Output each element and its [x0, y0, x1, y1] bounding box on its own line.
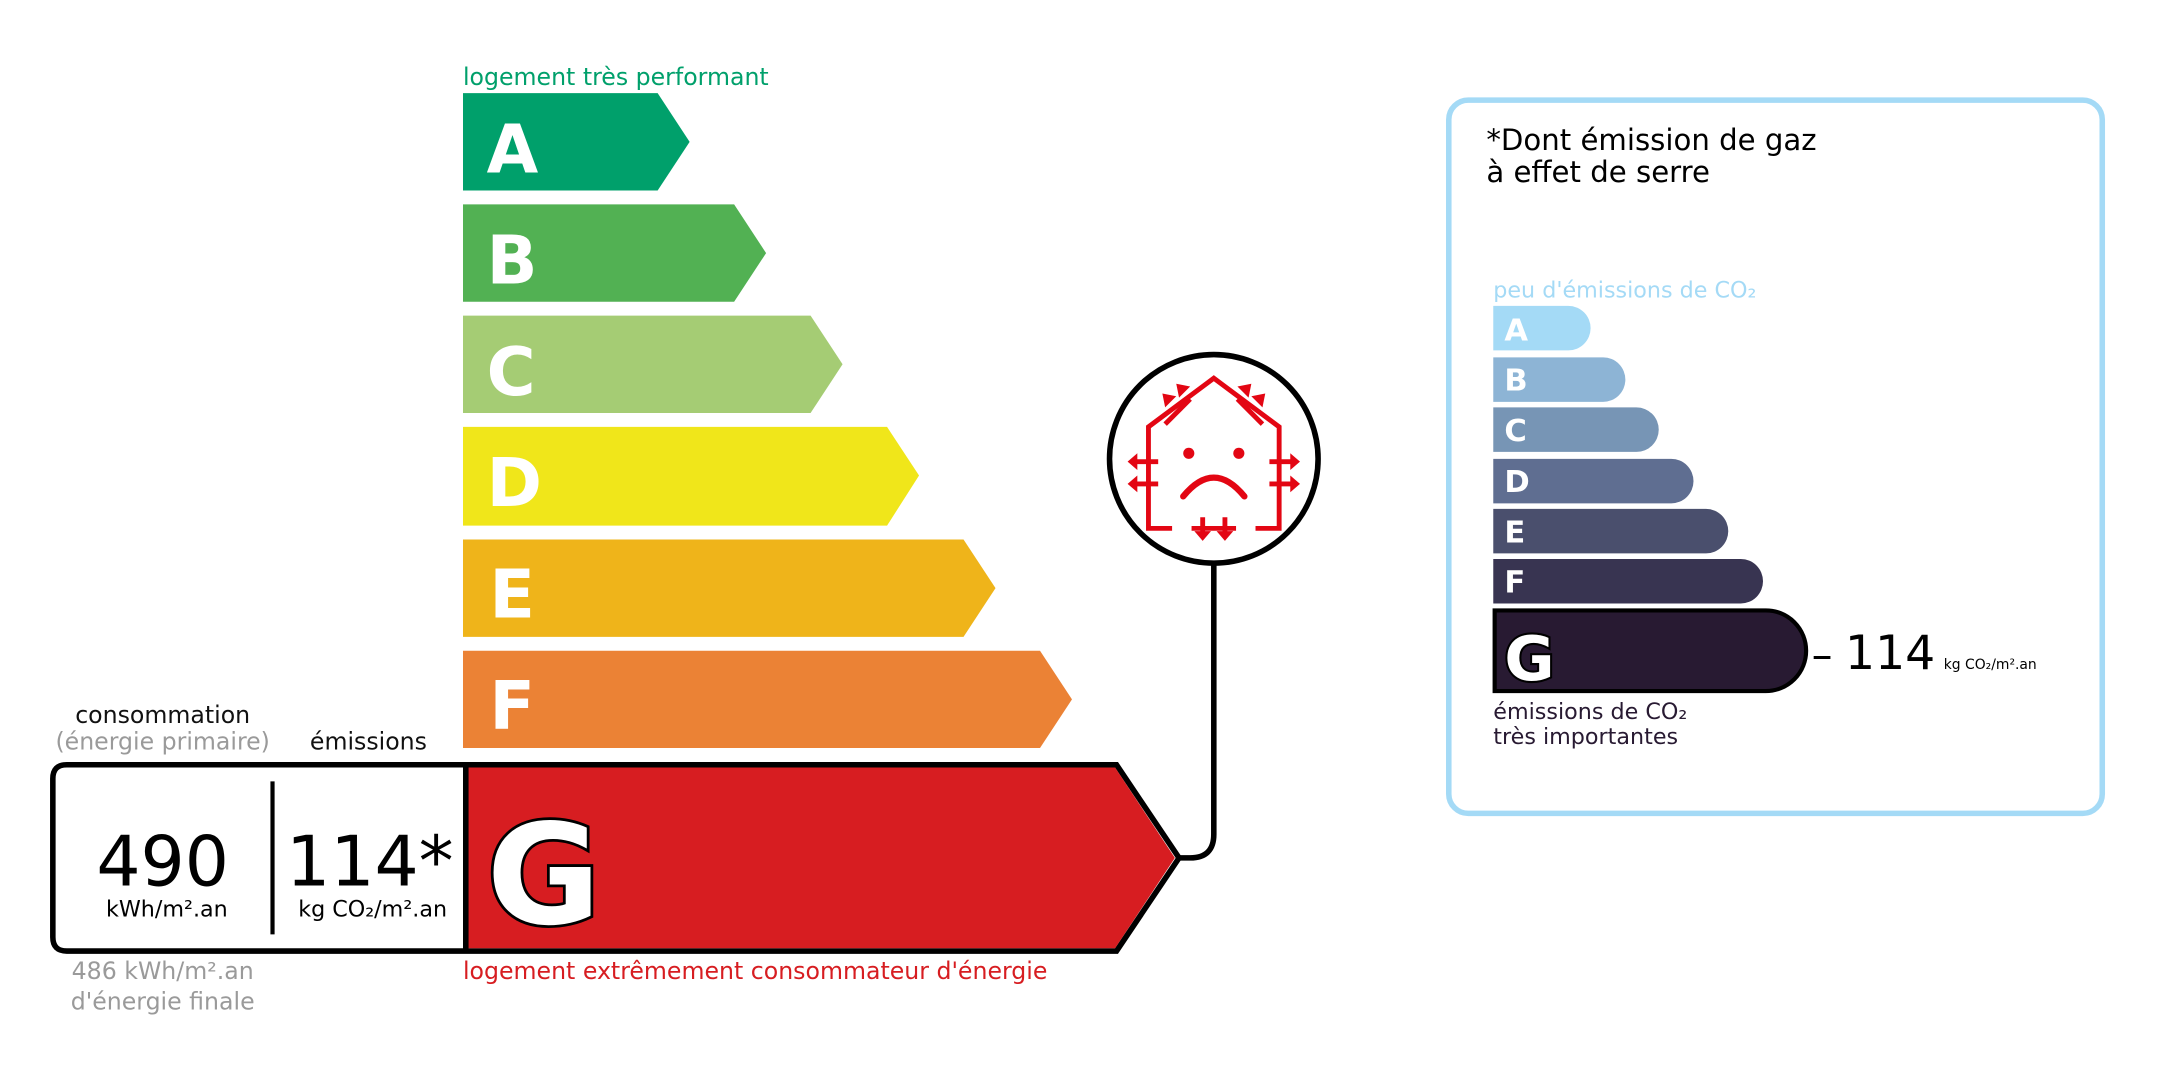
emissions-unit: kg CO₂/m².an: [298, 896, 447, 922]
ges-bar-d: D: [1493, 458, 1694, 504]
ges-bar-e: E: [1493, 508, 1729, 554]
energy-bar-c: C: [462, 315, 843, 413]
emissions-value: 114*: [286, 822, 453, 903]
consumption-subheader: (énergie primaire): [55, 727, 269, 755]
ges-panel: *Dont émission de gaz à effet de serre p…: [1446, 97, 2106, 817]
energy-top-label: logement très performant: [463, 63, 769, 91]
ges-bar-b: B: [1493, 357, 1626, 402]
energy-bar-g-letter: G: [487, 794, 601, 956]
ges-title-line1: *Dont émission de gaz: [1486, 123, 1816, 157]
energy-bar-e-shape: [462, 539, 996, 637]
ges-bar-d-letter: D: [1504, 465, 1529, 500]
energy-bar-c-shape: [462, 315, 843, 413]
sad-house-heat-loss-icon: [1106, 351, 1321, 566]
final-energy-value: 486 kWh/m².an: [72, 957, 254, 985]
ges-bar-a: A: [1493, 305, 1591, 351]
final-energy-label: d'énergie finale: [71, 987, 255, 1015]
energy-bar-f-shape: [462, 650, 1072, 749]
energy-bar-c-letter: C: [487, 333, 536, 411]
emissions-header: émissions: [310, 727, 427, 755]
ges-bar-f: F: [1493, 558, 1764, 604]
ges-bar-g-current: G: [1492, 608, 1809, 697]
energy-bar-b: B: [462, 204, 767, 302]
energy-bar-a-shape: [462, 93, 690, 191]
consumption-value: 490: [96, 822, 229, 903]
ges-bar-b-letter: B: [1504, 364, 1527, 399]
ges-value-dash: –: [1812, 630, 1833, 679]
consumption-unit: kWh/m².an: [106, 896, 228, 922]
energy-bar-e-letter: E: [489, 555, 535, 633]
energy-bar-b-shape: [462, 204, 767, 302]
energy-bar-d: D: [462, 426, 920, 526]
ges-bar-f-letter: F: [1504, 565, 1525, 600]
energy-bar-f: F: [462, 650, 1072, 749]
ges-bar-c-letter: C: [1504, 414, 1526, 449]
ges-bottom-label-line2: très importantes: [1493, 724, 1678, 750]
ges-title-line2: à effet de serre: [1486, 155, 1710, 189]
energy-bar-d-shape: [462, 426, 920, 526]
ges-bottom-label-line1: émissions de CO₂: [1493, 699, 1687, 725]
energy-bar-g-shape: [465, 767, 1175, 949]
energy-bar-d-letter: D: [487, 444, 542, 522]
energy-bar-a: A: [462, 93, 690, 191]
energy-bar-b-letter: B: [487, 222, 538, 300]
ges-bar-c: C: [1493, 407, 1659, 452]
energy-bar-a-letter: A: [487, 110, 539, 188]
ges-bar-e-letter: E: [1504, 515, 1525, 550]
connector-line: [1179, 563, 1217, 861]
energy-bar-e: E: [462, 539, 996, 637]
energy-bar-f-letter: F: [489, 667, 535, 745]
energy-current-class: G 490 kWh/m².an 114* kg CO₂/m².an: [50, 761, 1183, 959]
ges-bar-a-letter: A: [1504, 314, 1528, 349]
consumption-header: consommation: [75, 701, 250, 729]
ges-value: 114: [1845, 626, 1935, 681]
ges-bar-g-letter: G: [1504, 624, 1554, 695]
ges-top-label: peu d'émissions de CO₂: [1493, 278, 1756, 304]
energy-bottom-label: logement extrêmement consommateur d'éner…: [463, 957, 1047, 985]
ges-unit: kg CO₂/m².an: [1944, 657, 2037, 673]
